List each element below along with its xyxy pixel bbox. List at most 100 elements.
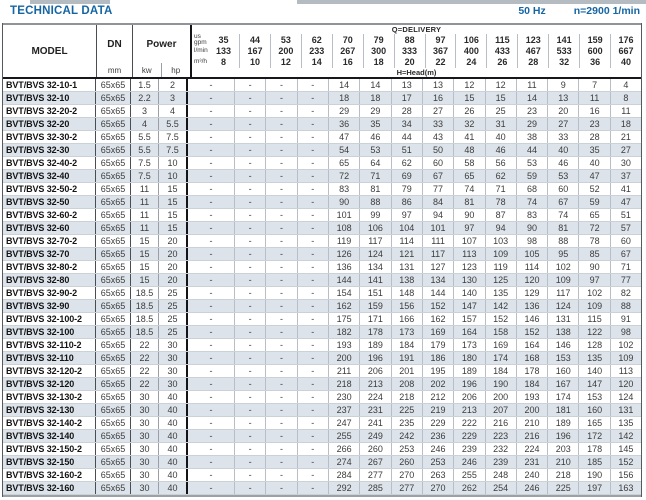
head-value-cell: - [298, 352, 329, 364]
head-value-cell: 189 [360, 339, 392, 351]
table-row: BVT/BVS 32-80-2 65x65 15 20- - - -136 134 131 127… [3, 261, 641, 274]
head-value-cell: 140 [579, 365, 611, 377]
lmin-value: 233 [302, 45, 333, 57]
table-row: BVT/BVS 32-60 65x65 11 15- - - -108 106 104 101 97… [3, 222, 641, 235]
lmin-value: 667 [618, 45, 634, 56]
head-value-cell: 85 [579, 248, 611, 260]
head-value-cell: - [235, 209, 267, 221]
table-row: BVT/BVS 32-160-2 65x65 30 40- - - -284 277 270 26… [3, 469, 641, 482]
head-value-cell: - [235, 235, 267, 247]
head-value-cell: - [298, 105, 329, 117]
head-value-cell: 186 [423, 352, 455, 364]
head-value-cell: 29 [360, 105, 392, 117]
head-value-cell: 56 [486, 157, 517, 169]
kw-cell: 22 [131, 378, 159, 390]
head-value-cell: 146 [517, 313, 549, 325]
head-value-cell: 156 [618, 470, 634, 480]
kw-cell: 15 [131, 248, 159, 260]
hp-cell: 30 [159, 352, 188, 364]
model-cell: BVT/BVS 32-110 [3, 352, 96, 364]
head-value-cell: 67 [423, 170, 455, 182]
head-value-cell: 47 [620, 197, 631, 207]
head-value-cell: - [235, 92, 267, 104]
head-value-cell: 274 [329, 456, 361, 468]
table-row: BVT/BVS 32-30-2 65x65 5.5 7.5- - - -47 46 44 43 41… [3, 131, 641, 144]
head-value-cell: 90 [579, 261, 611, 273]
head-value-cell: 90 [454, 209, 486, 221]
head-value-cell: 35 [579, 144, 611, 156]
head-value-cell: - [298, 248, 329, 260]
dn-cell: 65x65 [96, 300, 131, 312]
head-value-cell: - [298, 300, 329, 312]
head-value-cell: - [298, 456, 329, 468]
hp-label: hp [171, 65, 181, 75]
kw-cell: 22 [131, 365, 159, 377]
table-row: BVT/BVS 32-90-2 65x65 18.5 25- - - -154 151 148 1… [3, 287, 641, 300]
hp-cell: 10 [159, 170, 188, 182]
head-value-cell: - [266, 157, 298, 169]
head-value-cell: - [235, 144, 267, 156]
head-value-cell: 114 [392, 235, 423, 247]
head-value-cell: 103 [486, 235, 517, 247]
head-value-cell: - [266, 443, 298, 455]
gpm-value: 115 [487, 34, 519, 46]
power-label: Power [146, 38, 177, 50]
head-value-cell: - [266, 118, 298, 130]
head-value-cell: 14 [329, 79, 361, 91]
head-value-cell: 140 [454, 287, 486, 299]
hp-cell: 40 [159, 417, 188, 429]
dn-cell: 65x65 [96, 131, 131, 143]
dn-cell: 65x65 [96, 313, 131, 325]
head-value-cell: 248 [486, 469, 517, 481]
head-value-cell: 69 [392, 170, 423, 182]
head-value-cell: 74 [454, 183, 486, 195]
model-cell: BVT/BVS 32-120 [3, 378, 96, 390]
head-value-cell: - [298, 430, 329, 442]
m3h-value: m³/h 8 [192, 56, 240, 68]
frequency-label: 50 Hz [518, 5, 546, 17]
head-value-cell: 236 [423, 430, 455, 442]
head-value-cell: 125 [486, 274, 517, 286]
head-value-cell: 28 [392, 105, 423, 117]
head-value-cell: - [266, 391, 298, 403]
head-value-cell: 260 [392, 456, 423, 468]
head-value-cell: - [266, 209, 298, 221]
head-value-cell: 159 [360, 300, 392, 312]
kw-cell: 30 [131, 430, 159, 442]
m3h-value: 14 [302, 56, 333, 68]
head-value-cell: 206 [360, 365, 392, 377]
head-value-cell: 216 [517, 430, 549, 442]
head-value-cell: 146 [548, 339, 580, 351]
head-value-cell: 7 [579, 79, 611, 91]
head-value-cell: 131 [392, 261, 423, 273]
head-value-cell: - [188, 131, 235, 143]
head-value-cell: 29 [517, 118, 549, 130]
head-value-cell: 77 [423, 183, 455, 195]
head-value-cell: 94 [423, 209, 455, 221]
head-value-cell: 135 [486, 287, 517, 299]
kw-cell: 11 [131, 196, 159, 208]
head-value-cell: - [188, 404, 235, 416]
head-value-cell: 23 [579, 118, 611, 130]
head-value-cell: 212 [423, 391, 455, 403]
head-value-cell: 131 [548, 313, 580, 325]
m3h-unit-label: m³/h [194, 58, 207, 66]
head-value-cell: - [266, 92, 298, 104]
model-cell: BVT/BVS 32-150-2 [3, 443, 96, 455]
head-value-cell: 104 [392, 222, 423, 234]
head-value-cell: - [188, 170, 235, 182]
table-row: BVT/BVS 32-120 65x65 22 30- - - -218 213 208 202 1… [3, 378, 641, 391]
head-value-cell: 253 [423, 456, 455, 468]
head-value-cell: 67 [548, 196, 580, 208]
head-value-cell: 86 [392, 196, 423, 208]
head-value-cell: 134 [423, 274, 455, 286]
head-value-cell: 97 [454, 222, 486, 234]
m3h-value: 10 [240, 56, 271, 68]
table-row: BVT/BVS 32-70 65x65 15 20- - - -126 124 121 117 11… [3, 248, 641, 261]
head-value-cell: - [235, 430, 267, 442]
hp-cell: 20 [159, 274, 188, 286]
head-value-cell: - [266, 287, 298, 299]
head-value-cell: 153 [579, 391, 611, 403]
lmin-value: 367 [426, 45, 457, 57]
head-value-cell: 162 [423, 313, 455, 325]
